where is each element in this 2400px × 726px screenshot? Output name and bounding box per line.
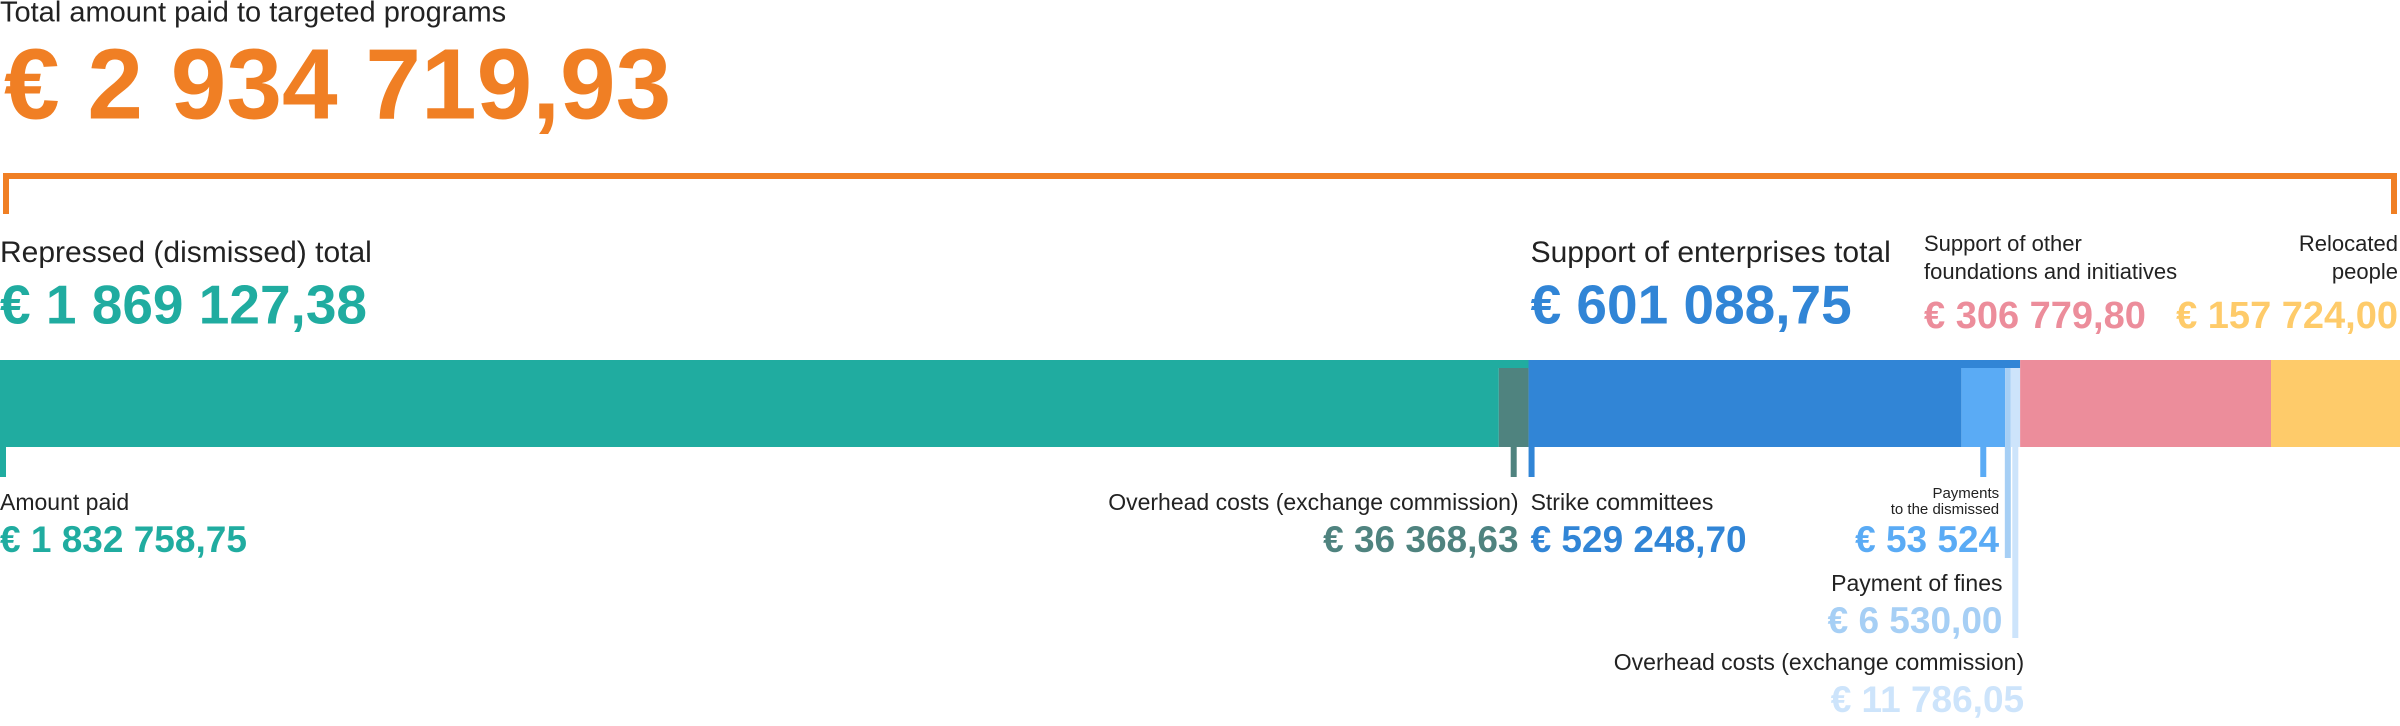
bar-segment bbox=[0, 360, 1499, 447]
group-value: € 306 779,80 bbox=[1924, 295, 2146, 337]
bar-segment bbox=[1961, 360, 2006, 447]
segment-label: Overhead costs (exchange commission) bbox=[1614, 649, 2024, 675]
segment-value: € 6 530,00 bbox=[1828, 600, 2003, 641]
segment-value: € 36 368,63 bbox=[1323, 519, 1518, 560]
bar-segment bbox=[2271, 360, 2400, 447]
group-strip bbox=[1528, 360, 2021, 368]
group-value: € 1 869 127,38 bbox=[0, 274, 367, 336]
group-value: € 601 088,75 bbox=[1531, 274, 1852, 336]
group-label: people bbox=[2332, 259, 2398, 284]
group-label: Repressed (dismissed) total bbox=[0, 236, 372, 269]
chart-title: Total amount paid to targeted programs bbox=[0, 0, 506, 29]
bar-segment bbox=[1498, 360, 1529, 447]
segment-label: to the dismissed bbox=[1891, 501, 1999, 518]
segment-label: Payments bbox=[1932, 485, 1999, 502]
segment-label: Strike committees bbox=[1531, 489, 1714, 515]
group-strip bbox=[0, 360, 1529, 368]
group-label: Relocated bbox=[2299, 231, 2398, 256]
segment-label: Payment of fines bbox=[1831, 570, 2002, 596]
bar-segment bbox=[2010, 360, 2021, 447]
segment-value: € 1 832 758,75 bbox=[0, 519, 247, 560]
bar-segment bbox=[2005, 360, 2011, 447]
segment-label: Amount paid bbox=[0, 489, 129, 515]
segment-value: € 53 524 bbox=[1855, 519, 1999, 560]
group-value: € 157 724,00 bbox=[2176, 295, 2398, 337]
total-value: € 2 934 719,93 bbox=[4, 28, 671, 140]
group-label: Support of enterprises total bbox=[1531, 236, 1891, 269]
segment-label: Overhead costs (exchange commission) bbox=[1108, 489, 1518, 515]
segment-value: € 529 248,70 bbox=[1531, 519, 1747, 560]
total-bracket bbox=[3, 173, 2397, 214]
segment-value: € 11 786,05 bbox=[1831, 679, 2024, 720]
bar-segment bbox=[1528, 360, 1962, 447]
group-label: foundations and initiatives bbox=[1924, 259, 2177, 284]
group-label: Support of other bbox=[1924, 231, 2082, 256]
bar-segment bbox=[2020, 360, 2272, 447]
